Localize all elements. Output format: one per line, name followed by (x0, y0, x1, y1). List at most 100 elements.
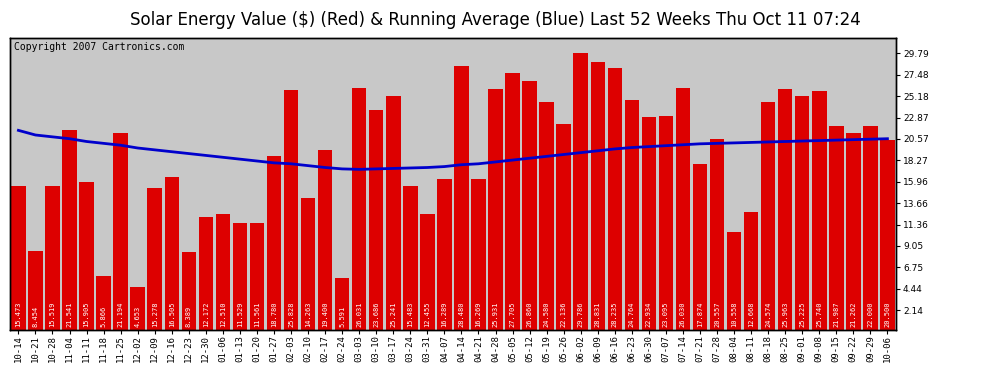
Bar (62, 130, 77, 330)
Bar (216, 214, 230, 330)
Text: 16.269: 16.269 (475, 302, 481, 327)
Text: 21.262: 21.262 (850, 302, 856, 327)
Bar (11, 186, 26, 330)
Text: 4.653: 4.653 (135, 306, 141, 327)
Text: 26.860: 26.860 (527, 302, 533, 327)
Bar (761, 102, 775, 330)
Bar (778, 89, 792, 330)
Text: 12.455: 12.455 (425, 302, 431, 327)
Text: 26.031: 26.031 (356, 302, 362, 327)
Bar (795, 96, 810, 330)
Bar (540, 102, 553, 330)
Bar (233, 223, 248, 330)
Bar (131, 287, 145, 330)
Bar (880, 140, 895, 330)
Text: 25.963: 25.963 (782, 302, 788, 327)
Text: 22.136: 22.136 (560, 302, 566, 327)
Text: 19.400: 19.400 (322, 302, 328, 327)
Text: Solar Energy Value ($) (Red) & Running Average (Blue) Last 52 Weeks Thu Oct 11 0: Solar Energy Value ($) (Red) & Running A… (130, 11, 860, 29)
Bar (403, 186, 418, 330)
Text: 24.764: 24.764 (629, 302, 635, 327)
Bar (96, 276, 111, 330)
Text: 15.905: 15.905 (83, 302, 89, 327)
Bar (743, 212, 758, 330)
Text: 20.500: 20.500 (884, 302, 890, 327)
Bar (625, 100, 640, 330)
Bar (386, 96, 401, 330)
Bar (284, 90, 298, 330)
Text: 20.557: 20.557 (714, 302, 720, 327)
Text: 18.780: 18.780 (271, 302, 277, 327)
Text: 15.473: 15.473 (16, 302, 22, 327)
Text: 15.519: 15.519 (50, 302, 55, 327)
Bar (523, 81, 537, 330)
Text: 28.480: 28.480 (458, 302, 464, 327)
Text: 15.278: 15.278 (151, 302, 157, 327)
Bar (471, 179, 486, 330)
Text: 10.558: 10.558 (731, 302, 738, 327)
Bar (79, 182, 94, 330)
Text: Copyright 2007 Cartronics.com: Copyright 2007 Cartronics.com (14, 42, 185, 52)
Text: 15.483: 15.483 (407, 302, 414, 327)
Bar (693, 164, 707, 330)
Bar (590, 62, 605, 330)
Text: 25.828: 25.828 (288, 302, 294, 327)
Bar (846, 133, 860, 330)
Text: 17.874: 17.874 (697, 302, 703, 327)
Bar (301, 198, 316, 330)
Bar (573, 53, 588, 330)
Bar (676, 88, 690, 330)
Bar (29, 252, 43, 330)
Text: 11.561: 11.561 (254, 302, 260, 327)
Text: 14.263: 14.263 (305, 302, 311, 327)
Text: 11.529: 11.529 (237, 302, 243, 327)
Text: 25.241: 25.241 (390, 302, 396, 327)
Text: 16.289: 16.289 (442, 302, 447, 327)
Text: 29.786: 29.786 (578, 302, 584, 327)
Text: 5.866: 5.866 (101, 306, 107, 327)
Bar (335, 278, 349, 330)
Text: 12.172: 12.172 (203, 302, 209, 327)
Bar (318, 150, 333, 330)
Text: 23.095: 23.095 (663, 302, 669, 327)
Bar (352, 88, 366, 330)
Bar (642, 117, 656, 330)
Text: 22.000: 22.000 (867, 302, 873, 327)
Text: 25.931: 25.931 (492, 302, 499, 327)
Text: 28.235: 28.235 (612, 302, 618, 327)
Bar (863, 126, 877, 330)
Text: 28.831: 28.831 (595, 302, 601, 327)
Text: 12.510: 12.510 (220, 302, 226, 327)
Text: 12.668: 12.668 (748, 302, 754, 327)
Bar (249, 223, 264, 330)
Bar (505, 73, 520, 330)
Bar (181, 252, 196, 330)
Bar (46, 186, 59, 330)
Text: 8.389: 8.389 (186, 306, 192, 327)
Text: 8.454: 8.454 (33, 306, 39, 327)
Text: 23.686: 23.686 (373, 302, 379, 327)
Text: 21.541: 21.541 (66, 302, 72, 327)
Text: 16.505: 16.505 (168, 302, 175, 327)
Bar (812, 91, 827, 330)
Bar (420, 214, 435, 330)
Bar (266, 156, 281, 330)
Bar (556, 124, 571, 330)
Text: 26.030: 26.030 (680, 302, 686, 327)
Text: 25.740: 25.740 (817, 302, 823, 327)
Bar (438, 179, 451, 330)
Text: 21.987: 21.987 (834, 302, 840, 327)
Bar (727, 232, 742, 330)
Bar (608, 68, 622, 330)
Bar (369, 110, 383, 330)
Bar (114, 133, 128, 330)
Bar (199, 217, 213, 330)
Bar (148, 188, 162, 330)
Text: 25.225: 25.225 (799, 302, 805, 327)
Bar (829, 126, 843, 330)
Bar (488, 89, 503, 330)
Text: 27.705: 27.705 (510, 302, 516, 327)
Text: 21.194: 21.194 (118, 302, 124, 327)
Bar (454, 66, 468, 330)
Text: 24.580: 24.580 (544, 302, 549, 327)
